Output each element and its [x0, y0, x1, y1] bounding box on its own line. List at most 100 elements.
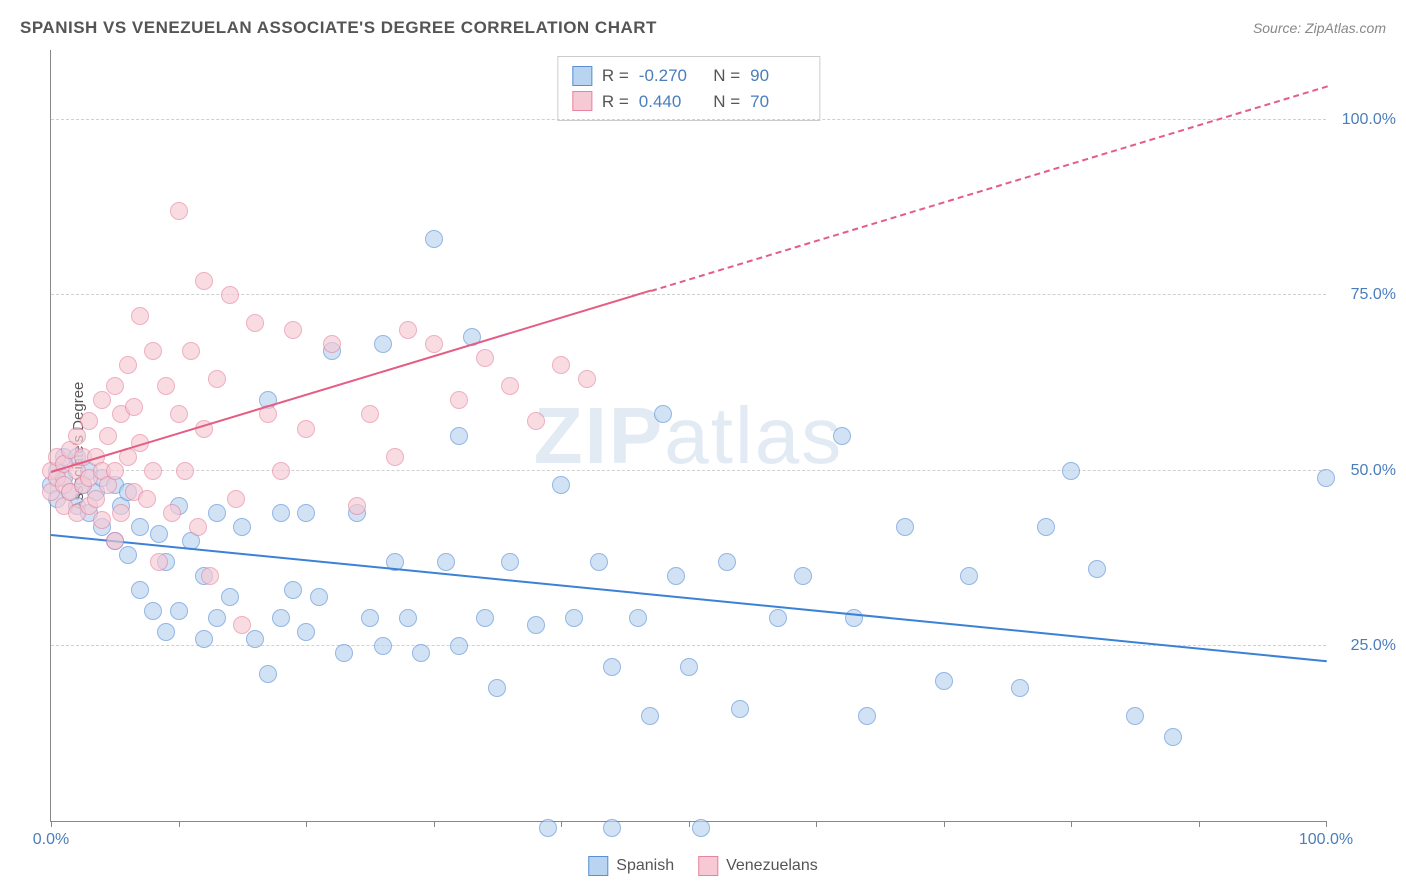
data-point — [552, 476, 570, 494]
data-point — [565, 609, 583, 627]
data-point — [692, 819, 710, 837]
data-point — [399, 609, 417, 627]
x-tick — [51, 821, 52, 827]
data-point — [335, 644, 353, 662]
data-point — [272, 504, 290, 522]
stat-n-value: 70 — [750, 89, 805, 115]
data-point — [603, 658, 621, 676]
data-point — [157, 377, 175, 395]
legend-label: Venezuelans — [726, 857, 818, 875]
data-point — [667, 567, 685, 585]
watermark-light: atlas — [664, 391, 843, 480]
data-point — [833, 427, 851, 445]
data-point — [221, 588, 239, 606]
watermark: ZIPatlas — [534, 390, 843, 482]
data-point — [476, 609, 494, 627]
data-point — [1088, 560, 1106, 578]
data-point — [170, 602, 188, 620]
gridline — [51, 294, 1326, 295]
data-point — [718, 553, 736, 571]
data-point — [437, 553, 455, 571]
x-tick-label-min: 0.0% — [33, 831, 69, 849]
gridline — [51, 470, 1326, 471]
data-point — [501, 377, 519, 395]
data-point — [99, 427, 117, 445]
data-point — [195, 272, 213, 290]
data-point — [106, 377, 124, 395]
data-point — [87, 490, 105, 508]
legend-label: Spanish — [616, 857, 674, 875]
stats-box: R = -0.270 N = 90R = 0.440 N = 70 — [557, 56, 820, 121]
data-point — [246, 630, 264, 648]
data-point — [182, 342, 200, 360]
data-point — [233, 616, 251, 634]
data-point — [125, 398, 143, 416]
stat-r-label: R = — [602, 89, 629, 115]
stat-r-label: R = — [602, 63, 629, 89]
data-point — [794, 567, 812, 585]
data-point — [272, 462, 290, 480]
data-point — [654, 405, 672, 423]
legend-swatch — [588, 856, 608, 876]
y-tick-label: 100.0% — [1336, 111, 1396, 129]
chart-container: SPANISH VS VENEZUELAN ASSOCIATE'S DEGREE… — [0, 0, 1406, 892]
data-point — [374, 637, 392, 655]
legend-item: Venezuelans — [698, 856, 818, 876]
data-point — [425, 230, 443, 248]
data-point — [297, 420, 315, 438]
data-point — [93, 511, 111, 529]
data-point — [769, 609, 787, 627]
y-tick-label: 75.0% — [1336, 286, 1396, 304]
x-tick — [816, 821, 817, 827]
data-point — [297, 623, 315, 641]
data-point — [131, 581, 149, 599]
data-point — [189, 518, 207, 536]
data-point — [731, 700, 749, 718]
data-point — [527, 412, 545, 430]
data-point — [170, 202, 188, 220]
data-point — [233, 518, 251, 536]
x-tick — [689, 821, 690, 827]
data-point — [1062, 462, 1080, 480]
x-tick — [1326, 821, 1327, 827]
data-point — [960, 567, 978, 585]
data-point — [119, 546, 137, 564]
legend-swatch — [572, 91, 592, 111]
data-point — [501, 553, 519, 571]
y-tick-label: 50.0% — [1336, 462, 1396, 480]
data-point — [361, 405, 379, 423]
data-point — [680, 658, 698, 676]
data-point — [163, 504, 181, 522]
data-point — [176, 462, 194, 480]
data-point — [131, 518, 149, 536]
gridline — [51, 645, 1326, 646]
x-tick — [306, 821, 307, 827]
data-point — [221, 286, 239, 304]
data-point — [450, 391, 468, 409]
data-point — [361, 609, 379, 627]
legend-swatch — [572, 66, 592, 86]
stat-n-value: 90 — [750, 63, 805, 89]
data-point — [310, 588, 328, 606]
data-point — [170, 405, 188, 423]
data-point — [1317, 469, 1335, 487]
data-point — [1164, 728, 1182, 746]
data-point — [412, 644, 430, 662]
data-point — [386, 448, 404, 466]
stat-r-value: 0.440 — [639, 89, 694, 115]
data-point — [201, 567, 219, 585]
data-point — [603, 819, 621, 837]
data-point — [374, 335, 392, 353]
data-point — [935, 672, 953, 690]
data-point — [323, 335, 341, 353]
data-point — [246, 314, 264, 332]
data-point — [450, 427, 468, 445]
x-tick — [1071, 821, 1072, 827]
data-point — [1011, 679, 1029, 697]
data-point — [144, 342, 162, 360]
source-label: Source: ZipAtlas.com — [1253, 20, 1386, 36]
legend-bottom: Spanish Venezuelans — [588, 856, 817, 876]
x-tick — [434, 821, 435, 827]
data-point — [1037, 518, 1055, 536]
data-point — [208, 609, 226, 627]
